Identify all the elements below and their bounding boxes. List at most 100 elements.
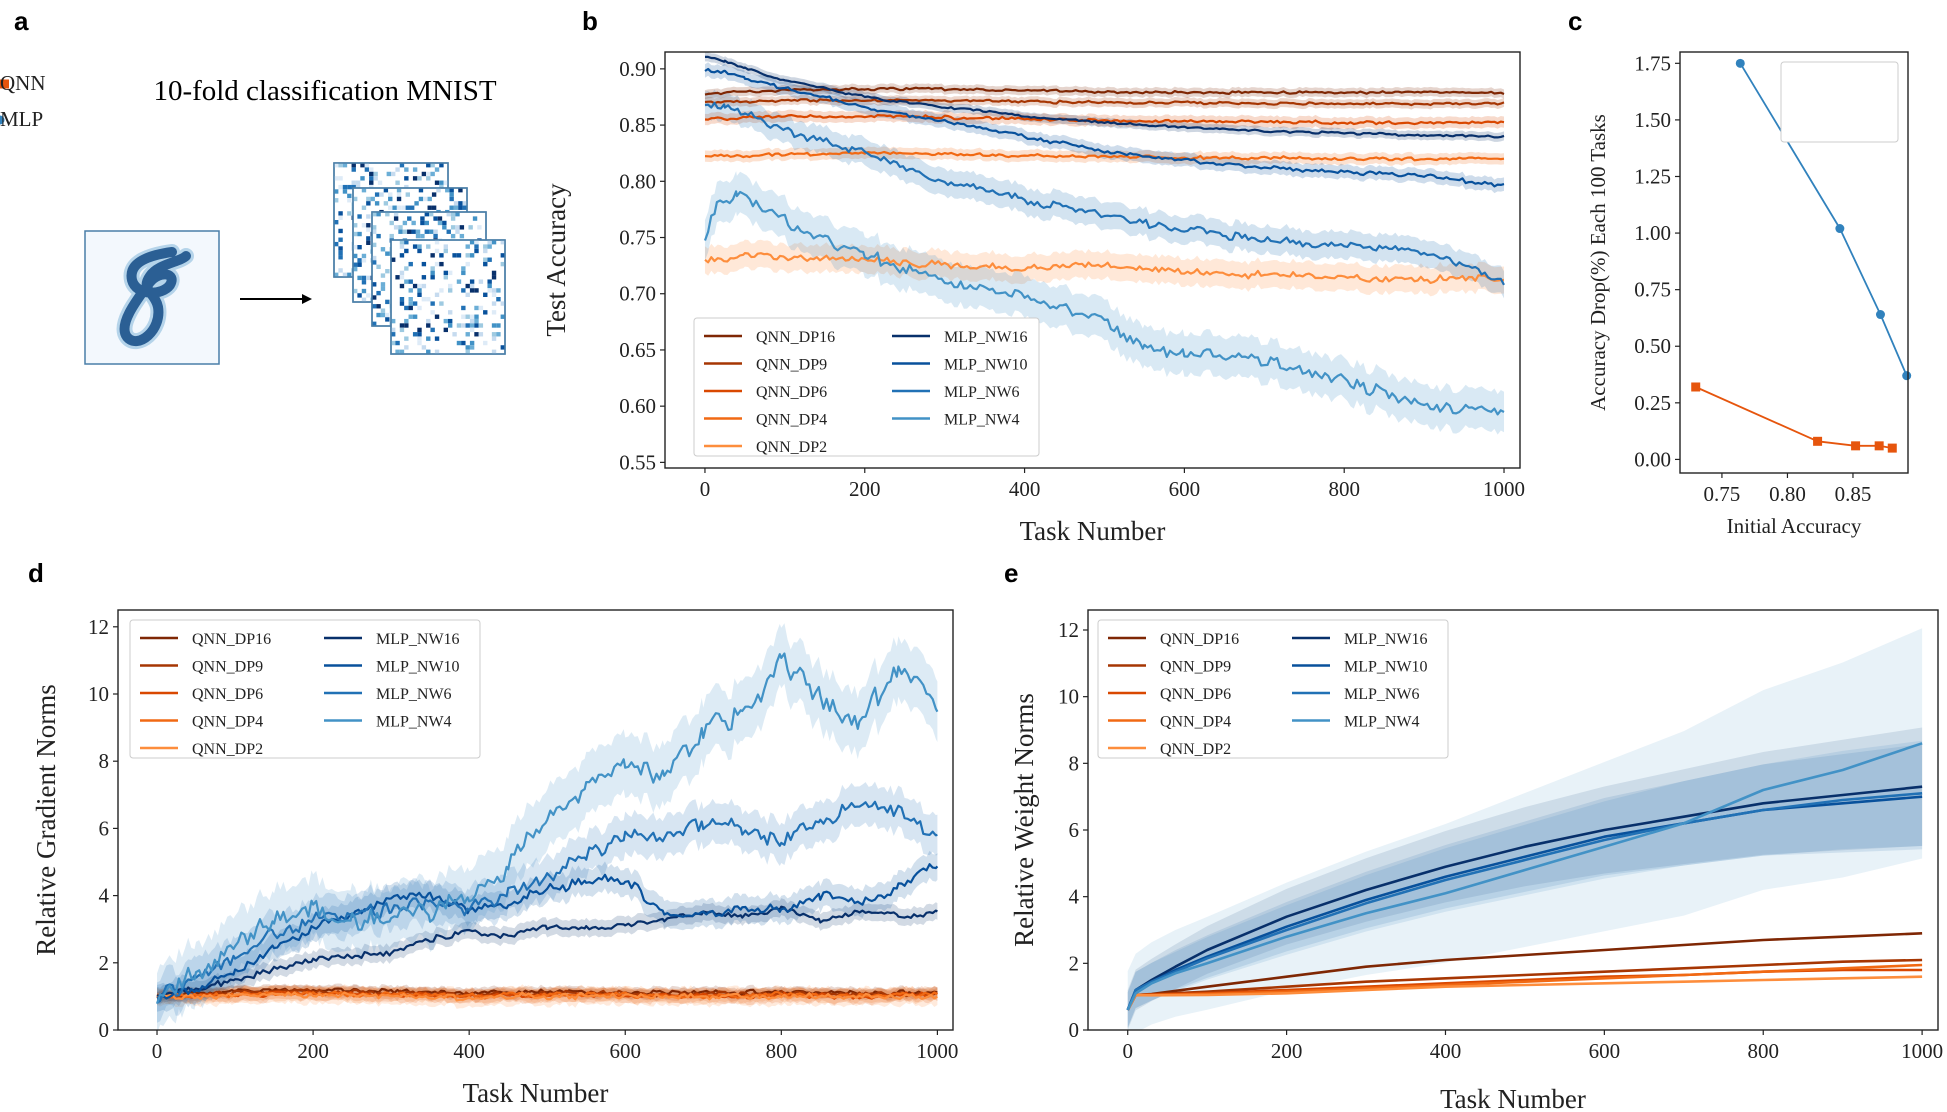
series-line-mlp-nw6 [704,101,1505,286]
y-tick-label: 0 [1069,1018,1080,1042]
legend-label-mlp-nw10: MLP_NW10 [1344,659,1428,676]
data-point-mlp [1875,310,1885,320]
plot-frame [664,51,1521,469]
series-line-qnn-dp2 [704,252,1505,284]
chart-e-weight-norms: 0 200 400 600 800 1000 0 2 4 6 8 10 12 Task Number Rel… [1009,609,1943,1112]
data-point-qnn [1851,441,1861,451]
y-tick-label: 6 [99,816,110,840]
panel-label-b: b [582,6,598,36]
x-axis-label: Task Number [1440,1084,1586,1112]
y-tick-label: 8 [1069,751,1080,775]
y-tick-label: 0.75 [1634,278,1671,302]
y-tick-label: 0.75 [619,226,656,250]
series-line-mlp-nw10 [704,67,1505,188]
legend-label-mlp-nw4: MLP_NW4 [944,412,1020,429]
legend-label-qnn-dp9: QNN_DP9 [756,357,827,374]
band-mlp-nw6 [1127,740,1923,1028]
series-line-mlp-nw4 [1126,742,1923,1011]
y-tick-label: 8 [99,749,110,773]
panel-label-e: e [1004,558,1018,588]
panel-a-title: 10-fold classification MNIST [153,75,496,107]
arrow-right-icon [240,294,312,304]
x-tick-label: 0 [152,1039,163,1063]
y-tick-label: 1.00 [1634,221,1671,245]
legend-label-mlp-nw10: MLP_NW10 [944,357,1028,374]
y-axis-label: Test Accuracy [541,183,571,337]
legend-label-qnn-dp6: QNN_DP6 [1160,686,1231,703]
legend-label-mlp-nw6: MLP_NW6 [1344,686,1420,703]
data-point-qnn [1887,443,1897,453]
series-line-mlp-nw16 [705,55,1505,139]
legend: QNN MLP [0,61,1899,143]
series-line-qnn-dp4 [704,150,1505,162]
y-tick-label: 0 [99,1018,110,1042]
legend-label-mlp: MLP [0,107,43,131]
y-tick-label: 0.55 [619,450,656,474]
x-tick-label: 200 [849,477,881,501]
series-line-qnn-dp2 [156,991,938,1002]
x-tick-label: 0.75 [1704,482,1741,506]
data-point-qnn [1691,382,1701,392]
chart-d-gradient-norms: 0 200 400 600 800 1000 0 2 4 6 8 10 12 Task Number Rel… [31,609,958,1108]
mnist-digit-image [84,230,220,365]
legend-label-mlp-nw4: MLP_NW4 [1344,714,1420,731]
band-mlp-nw10 [157,850,938,1012]
x-tick-label: 400 [1009,477,1041,501]
legend-label-qnn-dp9: QNN_DP9 [192,659,263,676]
x-tick-label: 600 [609,1039,641,1063]
series-line-qnn-dp2 [1126,975,1923,1011]
x-tick-label: 800 [1328,477,1360,501]
x-tick-label: 1000 [1901,1039,1943,1063]
legend-label-qnn-dp16: QNN_DP16 [192,631,271,648]
y-axis-label: Relative Gradient Norms [31,684,61,955]
x-tick-label: 600 [1169,477,1201,501]
encoded-image-stack [333,162,506,355]
y-tick-label: 0.60 [619,394,656,418]
x-tick-label: 0.80 [1769,482,1806,506]
plot-frame [117,609,954,1031]
legend-label-mlp-nw6: MLP_NW6 [944,384,1020,401]
band-qnn-dp16 [704,83,1505,100]
y-axis-label: Relative Weight Norms [1009,693,1039,947]
x-tick-label: 0 [1122,1039,1133,1063]
band-mlp-nw4 [1127,628,1923,1030]
x-tick-label: 400 [453,1039,485,1063]
legend-label-qnn: QNN [0,71,46,95]
band-mlp-nw4 [704,171,1505,435]
y-tick-label: 1.25 [1634,164,1671,188]
legend-label-qnn-dp4: QNN_DP4 [192,714,263,731]
y-tick-label: 0.65 [619,338,656,362]
series-line-mlp-nw6 [1126,792,1923,1011]
x-tick-label: 200 [297,1039,329,1063]
legend-label-qnn-dp4: QNN_DP4 [756,412,827,429]
x-tick-label: 200 [1271,1039,1303,1063]
legend-label-mlp-nw6: MLP_NW6 [376,686,452,703]
legend-label-mlp-nw10: MLP_NW10 [376,659,460,676]
band-mlp-nw10 [704,62,1505,194]
y-tick-label: 0.50 [1634,334,1671,358]
y-tick-label: 2 [99,951,110,975]
band-mlp-nw6 [157,781,938,1023]
y-tick-label: 0.00 [1634,447,1671,471]
legend-label-mlp-nw4: MLP_NW4 [376,714,452,731]
x-tick-label: 0.85 [1835,482,1872,506]
band-mlp-nw4 [157,623,938,1030]
data-point-mlp [1735,58,1745,68]
band-mlp-nw16 [157,898,938,1005]
legend-label-qnn-dp6: QNN_DP6 [756,384,827,401]
legend: QNN_DP16 QNN_DP9 QNN_DP6 QNN_DP4 QNN_DP2 MLP_… [129,619,481,759]
y-tick-label: 12 [88,615,109,639]
chart-b-test-accuracy: 0 200 400 600 800 1000 0.55 0.60 0.65 0.70 0.75 0.8… [541,51,1525,546]
series-line-mlp-nw10 [156,863,939,1000]
series-line-mlp-nw6 [156,800,938,1004]
y-tick-label: 0.70 [619,282,656,306]
y-tick-label: 1.75 [1634,51,1671,75]
data-point-qnn [1874,441,1884,451]
band-mlp-nw16 [1127,727,1923,1030]
y-tick-label: 0.80 [619,169,656,193]
data-point-qnn [1813,436,1823,446]
y-tick-label: 0.90 [619,57,656,81]
data-point-mlp [1902,371,1912,381]
series-line-mlp-nw4 [155,652,939,1005]
